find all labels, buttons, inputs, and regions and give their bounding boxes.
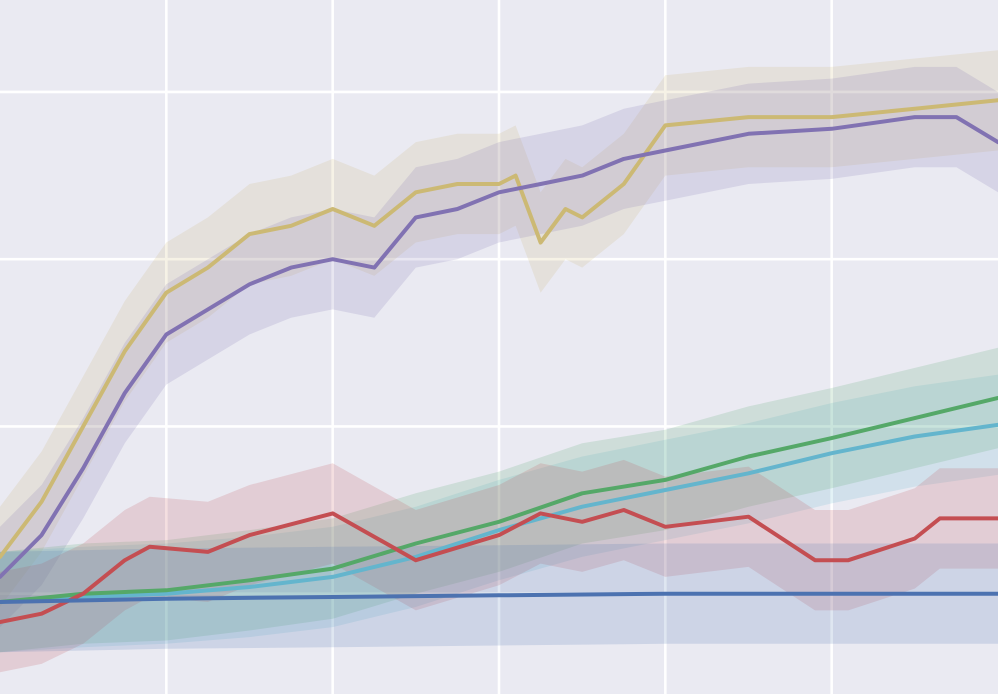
series-line-2 bbox=[0, 422, 998, 604]
series-band-3 bbox=[0, 347, 998, 653]
series-line-5 bbox=[0, 591, 998, 604]
series-band-2 bbox=[0, 374, 998, 653]
series-line-4 bbox=[0, 508, 998, 625]
series-line-0 bbox=[0, 98, 998, 559]
series-band-5 bbox=[0, 543, 998, 653]
series-band-4 bbox=[0, 459, 998, 673]
confidence-bands bbox=[0, 50, 998, 673]
series-band-0 bbox=[0, 50, 998, 607]
series-lines bbox=[0, 98, 998, 625]
series-line-3 bbox=[0, 396, 998, 604]
series-line-1 bbox=[0, 115, 998, 579]
series-band-1 bbox=[0, 66, 998, 628]
